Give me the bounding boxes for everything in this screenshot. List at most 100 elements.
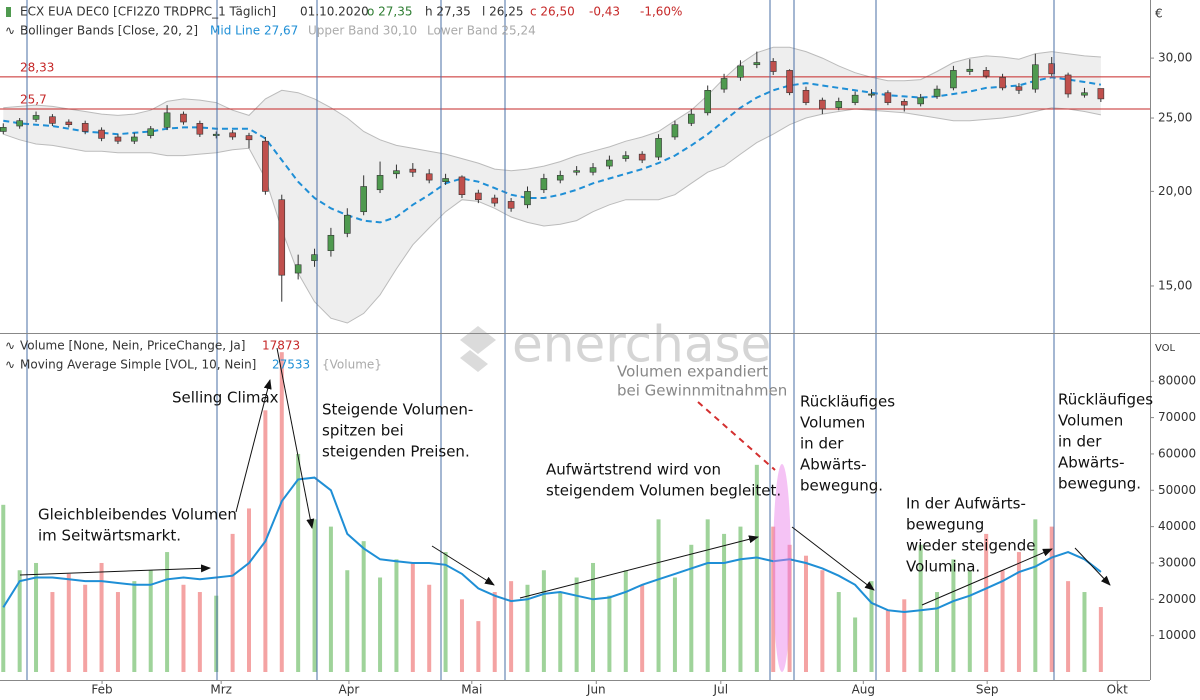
y-tick-label: 20,00 <box>1158 184 1192 198</box>
candle-body <box>49 116 56 124</box>
candle-body <box>196 123 204 135</box>
reference-label: 25,7 <box>20 92 47 106</box>
arrow <box>431 545 495 586</box>
legend-value: 27533 <box>272 358 310 372</box>
volume-bar <box>394 559 399 672</box>
volume-bar <box>214 595 219 672</box>
volume-bar <box>853 617 858 672</box>
candle-body <box>311 254 318 261</box>
volume-bar <box>1033 519 1038 672</box>
candle-body <box>524 191 531 206</box>
indicator-icon: ∿ <box>5 24 15 38</box>
annotation: spitzen bei <box>322 422 404 440</box>
candle-body <box>966 68 974 72</box>
candle-body <box>638 153 646 161</box>
y-tick-label: 30,00 <box>1158 51 1192 65</box>
y-unit: € <box>1155 7 1163 21</box>
volume-bar <box>787 544 792 672</box>
candle-body <box>327 234 335 251</box>
annotation: wieder steigende <box>906 537 1035 555</box>
volume-bar <box>1049 526 1054 672</box>
candle-body <box>343 214 351 234</box>
x-tick-label: Jul <box>713 683 728 697</box>
volume-bar <box>951 559 956 672</box>
volume-bar <box>803 555 808 672</box>
volume-bar <box>623 570 628 672</box>
volume-bar <box>1 504 6 672</box>
volume-bar <box>99 562 104 672</box>
candle-body <box>982 70 990 77</box>
annotation: Volumina. <box>906 558 980 576</box>
volume-bar <box>50 592 55 672</box>
volume-bar <box>279 352 284 672</box>
candle-body <box>1048 63 1056 75</box>
x-tick-label: Feb <box>91 683 112 697</box>
candle-body <box>114 136 122 142</box>
annotation: In der Aufwärts- <box>906 495 1026 513</box>
annotation: Volumen expandiert <box>617 363 768 381</box>
candle-body <box>606 159 613 167</box>
arrow <box>791 526 875 591</box>
volume-bar <box>296 453 301 672</box>
candle-body <box>704 90 711 114</box>
volume-bar <box>754 464 759 672</box>
arrow <box>276 347 315 529</box>
volume-bar <box>984 533 989 672</box>
volume-bar <box>66 573 71 672</box>
candle-body <box>1015 86 1023 91</box>
candle-body <box>294 264 302 274</box>
indicator-name: Bollinger Bands [Close, 20, 2] <box>20 24 198 38</box>
candle-body <box>0 127 7 132</box>
candle-body <box>688 113 695 124</box>
candle-body <box>786 70 793 94</box>
arrow <box>19 564 211 576</box>
date: 01.10.2020 <box>300 5 369 19</box>
mid-line <box>3 76 1102 224</box>
candle-body <box>131 136 138 142</box>
candle-body <box>393 170 400 175</box>
volume-bar <box>476 621 481 672</box>
volume-bar <box>558 592 563 672</box>
candle-body <box>1064 74 1072 95</box>
volume-bar <box>1016 552 1021 672</box>
y-tick-label: 20000 <box>1158 592 1196 606</box>
quote-change-pct: -1,60% <box>640 5 682 19</box>
volume-bar <box>345 570 350 672</box>
candle-body <box>278 199 286 276</box>
volume-bar <box>197 592 202 672</box>
annotation: in der <box>800 435 844 453</box>
legend-entry: Upper Band 30,10 <box>308 24 417 38</box>
volume-bar <box>361 541 366 672</box>
volume-bar <box>885 610 890 672</box>
quote-low: l 26,25 <box>482 5 524 19</box>
y-tick-label: 80000 <box>1158 374 1196 388</box>
volume-bar <box>509 581 514 672</box>
y-tick-label: 70000 <box>1158 410 1196 424</box>
date-markers <box>26 0 1055 680</box>
candle-body <box>999 76 1006 89</box>
x-tick-label: Sep <box>976 683 999 697</box>
candle-body <box>900 101 908 106</box>
volume-bar <box>1000 570 1005 672</box>
volume-bar <box>115 592 120 672</box>
x-tick-label: Mrz <box>210 683 232 697</box>
candle-body <box>655 138 662 158</box>
candle-body <box>835 101 843 108</box>
volume-bar <box>1066 581 1071 672</box>
candle-body <box>1081 92 1088 96</box>
volume-bar <box>640 584 645 672</box>
volume-bar <box>148 570 153 672</box>
annotation: Gleichbleibendes Volumen <box>38 506 237 524</box>
annotation: Steigende Volumen- <box>322 401 473 419</box>
x-tick-label: Aug <box>852 683 875 697</box>
indicator-icon: ∿ <box>5 339 15 353</box>
candle-body <box>32 115 40 120</box>
volume-bar <box>935 592 940 672</box>
volume-bar <box>459 599 464 672</box>
candle-body <box>720 78 728 90</box>
volume-bar <box>689 544 694 672</box>
volume-bar <box>378 577 383 672</box>
volume-bar <box>17 570 22 672</box>
annotation: Selling Climax <box>172 389 279 407</box>
arrow <box>921 548 1053 606</box>
